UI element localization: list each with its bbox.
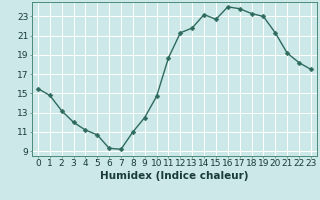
X-axis label: Humidex (Indice chaleur): Humidex (Indice chaleur) [100,171,249,181]
